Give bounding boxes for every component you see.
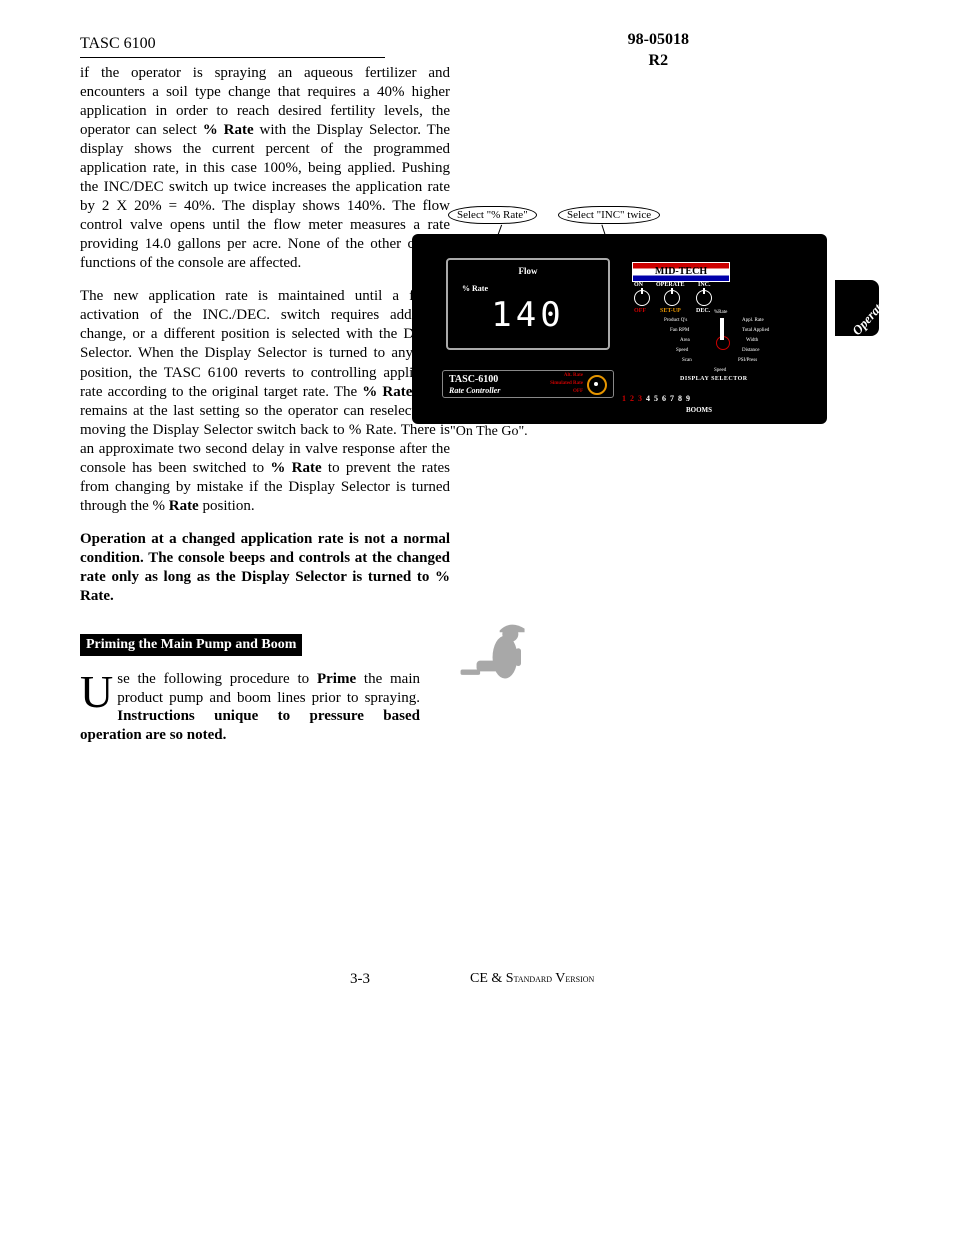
figure-3-2: Select "% Rate" Select "INC" twice Flow … bbox=[390, 200, 890, 424]
lcd-rate-label: % Rate bbox=[462, 284, 608, 294]
knob-inc-dec[interactable] bbox=[696, 290, 712, 306]
page: 98-05018 R2 TASC 6100 if the operator is… bbox=[0, 0, 954, 1235]
lcd-screen: Flow % Rate 140 bbox=[446, 258, 610, 350]
para3-bold: Operation at a changed application rate … bbox=[80, 530, 450, 606]
lbl-setup: SET-UP bbox=[660, 308, 681, 316]
tasc-device: Flow % Rate 140 MID-TECH ON OFF OPERATE … bbox=[412, 234, 827, 424]
footer-version: CE & Standard Version bbox=[470, 970, 594, 988]
lbl-operate: OPERATE bbox=[656, 282, 685, 290]
page-number: 3-3 bbox=[350, 970, 370, 990]
model-box: TASC-6100 Rate Controller Alt. Rate Simu… bbox=[442, 370, 614, 398]
lbl-off2: OFF bbox=[573, 389, 583, 396]
callout-row: Select "% Rate" Select "INC" twice bbox=[390, 200, 890, 234]
lcd-flow-label: Flow bbox=[448, 266, 608, 278]
lbl-alt-rate: Alt. Rate bbox=[564, 373, 583, 380]
header-title: TASC 6100 bbox=[80, 34, 874, 55]
booms-row: 1 2 3 4 5 6 7 8 9 bbox=[622, 394, 690, 404]
lbl-on: ON bbox=[634, 282, 643, 290]
lbl-inc: INC. bbox=[698, 282, 711, 290]
lcd-value: 140 bbox=[448, 298, 608, 332]
brand-badge: MID-TECH bbox=[632, 262, 730, 282]
doc-number: 98-05018 R2 bbox=[628, 30, 689, 72]
operate-tab-text: Operate bbox=[849, 296, 890, 339]
priming-para: U se the following procedure to Prime th… bbox=[80, 670, 420, 745]
knob-operate-setup[interactable] bbox=[664, 290, 680, 306]
knob-onoff[interactable] bbox=[634, 290, 650, 306]
lbl-sim: Simulated Rate bbox=[550, 381, 583, 388]
power-knob[interactable] bbox=[587, 375, 607, 395]
display-selector-label: DISPLAY SELECTOR bbox=[680, 376, 748, 384]
doc-rev-line: R2 bbox=[628, 51, 689, 72]
display-selector-dial[interactable]: %Rate Product Q's Appl. Rate Fan RPM Tot… bbox=[692, 312, 752, 372]
dropcap: U bbox=[80, 670, 117, 710]
booms-label: BOOMS bbox=[686, 406, 712, 415]
operate-tab: Operate bbox=[835, 280, 879, 336]
callout-pct-rate: Select "% Rate" bbox=[448, 206, 537, 224]
lbl-off: OFF bbox=[634, 308, 646, 316]
section-heading: Priming the Main Pump and Boom bbox=[80, 634, 302, 656]
callout-inc-twice: Select "INC" twice bbox=[558, 206, 660, 224]
farmer-icon bbox=[460, 618, 550, 698]
doc-no-line: 98-05018 bbox=[628, 30, 689, 51]
header-rule bbox=[80, 57, 385, 58]
figure-caption: Fig. 3-2. Changing App. Rate "On The Go"… bbox=[450, 405, 620, 441]
